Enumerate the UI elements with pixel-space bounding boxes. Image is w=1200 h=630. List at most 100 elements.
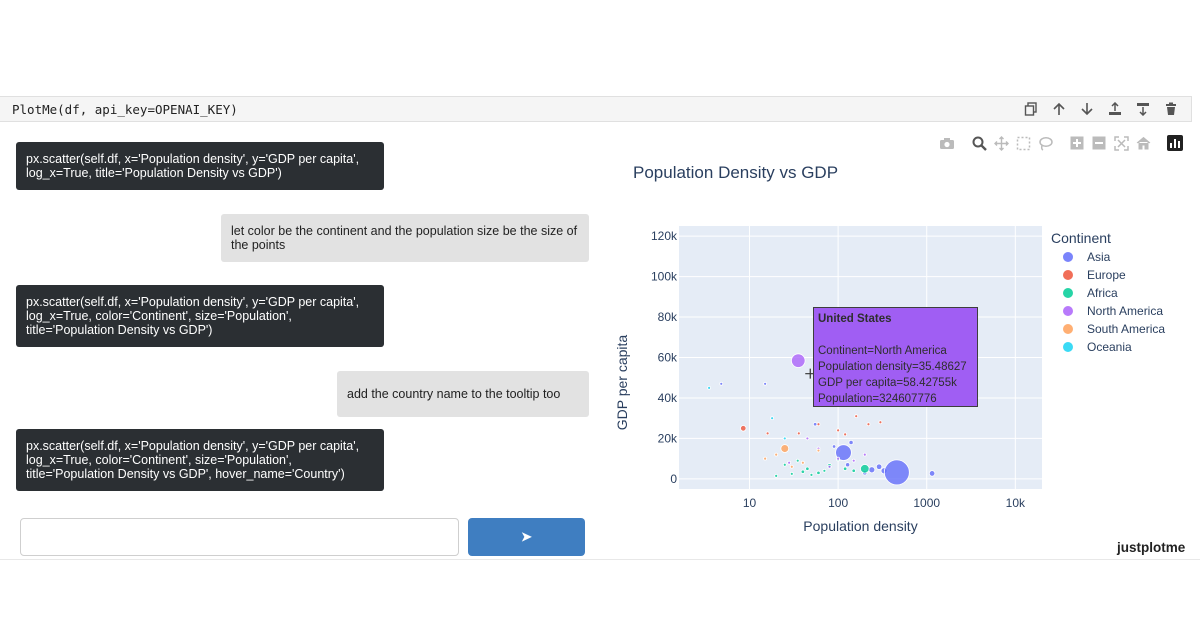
data-point (836, 456, 841, 461)
y-tick-label: 40k (658, 391, 678, 405)
zoom-out-icon[interactable] (1088, 134, 1110, 152)
data-point (740, 425, 747, 432)
data-point (868, 466, 876, 474)
camera-icon[interactable] (936, 134, 958, 152)
data-point (805, 436, 810, 441)
cell-code[interactable]: PlotMe(df, api_key=OPENAI_KEY) (12, 101, 238, 117)
legend-marker (1063, 288, 1073, 298)
data-point (789, 464, 794, 469)
trash-icon[interactable] (1161, 99, 1181, 119)
tooltip-line: Continent=North America (818, 345, 947, 357)
tooltip-title: United States (818, 313, 892, 325)
legend-label: Europe (1087, 268, 1126, 282)
data-point (805, 466, 810, 471)
send-button[interactable]: ➤ (468, 518, 585, 556)
data-point (883, 459, 910, 486)
hover-tooltip: United States Continent=North America Po… (813, 307, 978, 407)
pan-icon[interactable] (990, 134, 1012, 152)
legend-item[interactable]: South America (1063, 322, 1165, 336)
data-point (822, 468, 827, 473)
legend-label: South America (1087, 322, 1166, 336)
insert-above-icon[interactable] (1105, 99, 1125, 119)
legend-item[interactable]: Asia (1063, 250, 1110, 264)
y-tick-label: 60k (658, 351, 678, 365)
user-message: let color be the continent and the popul… (221, 214, 589, 262)
bot-message: px.scatter(self.df, x='Population densit… (16, 285, 384, 347)
y-tick-label: 100k (651, 270, 678, 284)
data-point (862, 452, 867, 457)
bot-message: px.scatter(self.df, x='Population densit… (16, 142, 384, 190)
divider (0, 559, 1200, 560)
zoom-icon[interactable] (968, 134, 990, 152)
box-select-icon[interactable] (1012, 134, 1034, 152)
legend-item[interactable]: North America (1063, 304, 1163, 318)
x-tick-label: 10k (1006, 496, 1026, 510)
legend-item[interactable]: Oceania (1063, 340, 1132, 354)
data-point (878, 420, 883, 425)
data-point (782, 436, 787, 441)
data-point (707, 385, 712, 390)
legend-marker (1063, 252, 1073, 262)
data-point (782, 462, 787, 467)
data-point (800, 469, 806, 474)
user-message: add the country name to the tooltip too (337, 371, 589, 417)
legend-title: Continent (1051, 230, 1111, 246)
legend-label: Africa (1087, 286, 1118, 300)
arrow-down-icon[interactable] (1077, 99, 1097, 119)
legend-marker (1063, 324, 1073, 334)
plotly-logo-icon[interactable] (1164, 134, 1186, 152)
legend-marker (1063, 270, 1073, 280)
plot-modebar (936, 134, 1186, 152)
legend-label: Oceania (1087, 340, 1132, 354)
data-point (789, 471, 794, 476)
data-point (928, 470, 936, 477)
x-tick-label: 100 (828, 496, 848, 510)
tooltip-line: Population=324607776 (818, 393, 937, 405)
data-point (827, 464, 832, 469)
data-point (831, 444, 837, 449)
legend-label: Asia (1087, 250, 1111, 264)
cell-toolbar (1021, 99, 1191, 119)
reset-axes-icon[interactable] (1132, 134, 1154, 152)
data-point (854, 414, 859, 419)
x-tick-label: 10 (743, 496, 757, 510)
y-tick-label: 120k (651, 229, 678, 243)
bot-message: px.scatter(self.df, x='Population densit… (16, 429, 384, 491)
data-point (835, 444, 852, 461)
data-point (845, 462, 851, 468)
data-point (809, 472, 814, 477)
legend-label: North America (1087, 304, 1164, 318)
data-point (763, 381, 768, 386)
data-point (800, 460, 805, 465)
lasso-icon[interactable] (1034, 134, 1056, 152)
legend-marker (1063, 342, 1073, 352)
data-point (851, 468, 856, 473)
data-point (763, 456, 768, 461)
data-point (774, 452, 779, 457)
data-point (816, 448, 821, 453)
y-tick-label: 0 (670, 472, 677, 486)
data-point (791, 353, 806, 368)
legend-item[interactable]: Africa (1063, 286, 1118, 300)
x-axis-title: Population density (803, 518, 917, 534)
insert-below-icon[interactable] (1133, 99, 1153, 119)
copy-icon[interactable] (1021, 99, 1041, 119)
arrow-up-icon[interactable] (1049, 99, 1069, 119)
tooltip-line: GDP per capita=58.42755k (818, 377, 957, 389)
data-point (851, 458, 856, 463)
chat-panel: px.scatter(self.df, x='Population densit… (0, 130, 600, 560)
legend-item[interactable]: Europe (1063, 268, 1126, 282)
data-point (816, 470, 821, 475)
autoscale-icon[interactable] (1110, 134, 1132, 152)
x-tick-label: 1000 (913, 496, 940, 510)
data-point (843, 432, 848, 437)
chat-input[interactable] (20, 518, 459, 556)
zoom-in-icon[interactable] (1066, 134, 1088, 152)
y-axis-title: GDP per capita (614, 335, 630, 431)
code-cell[interactable]: PlotMe(df, api_key=OPENAI_KEY) (0, 96, 1192, 122)
legend-marker (1063, 306, 1073, 316)
tooltip-line: Population density=35.48627 (818, 361, 967, 373)
data-point (866, 422, 871, 427)
chart-title: Population Density vs GDP (633, 163, 839, 182)
y-tick-label: 80k (658, 310, 678, 324)
